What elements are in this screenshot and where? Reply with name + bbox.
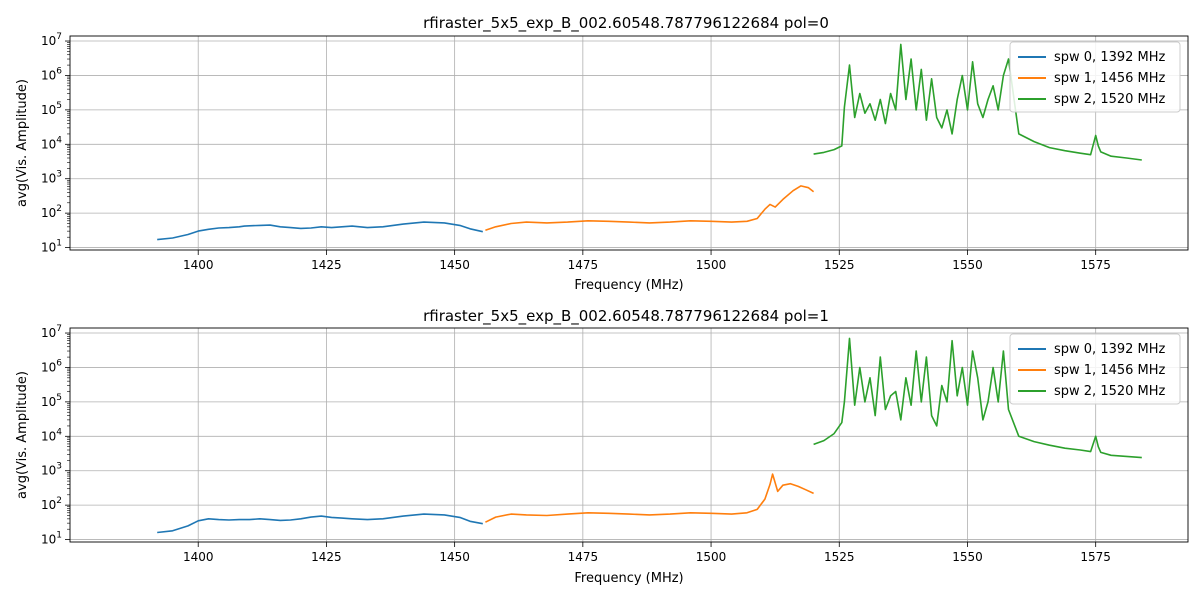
x-tick-label: 1475 bbox=[568, 258, 599, 272]
axes-frame bbox=[69, 327, 1189, 543]
x-tick-label: 1500 bbox=[696, 550, 727, 564]
series-line bbox=[157, 513, 483, 534]
series-line bbox=[813, 337, 1142, 459]
plot-area: 1400 1425 1450 1475 1500 1525 1550 157510110210… bbox=[41, 324, 1189, 564]
x-tick-label: 1525 bbox=[824, 258, 855, 272]
x-tick-label: 1475 bbox=[568, 550, 599, 564]
plot-area: 1400 1425 1450 1475 1500 1525 1550 157510110210… bbox=[41, 32, 1189, 272]
legend-label: spw 1, 1456 MHz bbox=[1054, 71, 1166, 86]
x-axis-label: Frequency (MHz) bbox=[574, 571, 683, 586]
y-axis-label: avg(Vis. Amplitude) bbox=[15, 79, 30, 207]
series-line bbox=[157, 221, 483, 241]
x-tick-label: 1550 bbox=[952, 550, 983, 564]
y-axis-label: avg(Vis. Amplitude) bbox=[15, 371, 30, 499]
series-line bbox=[485, 473, 814, 523]
x-tick-label: 1425 bbox=[311, 550, 342, 564]
axes-frame bbox=[69, 35, 1189, 251]
x-tick-label: 1400 bbox=[183, 550, 214, 564]
legend-box bbox=[1009, 41, 1181, 113]
x-tick-label: 1575 bbox=[1080, 258, 1111, 272]
x-tick-label: 1525 bbox=[824, 550, 855, 564]
legend-label: spw 2, 1520 MHz bbox=[1054, 384, 1166, 399]
x-tick-label: 1400 bbox=[183, 258, 214, 272]
subplot-title: rfiraster_5x5_exp_B_002.60548.7877961226… bbox=[423, 14, 829, 33]
legend-label: spw 0, 1392 MHz bbox=[1054, 50, 1166, 65]
subplot-pol1: rfiraster_5x5_exp_B_002.60548.7877961226… bbox=[15, 307, 1189, 586]
x-tick-label: 1450 bbox=[439, 550, 470, 564]
legend-box bbox=[1009, 333, 1181, 405]
x-tick-label: 1575 bbox=[1080, 550, 1111, 564]
legend-label: spw 2, 1520 MHz bbox=[1054, 92, 1166, 107]
x-axis-label: Frequency (MHz) bbox=[574, 278, 683, 293]
series-line bbox=[813, 43, 1142, 161]
subplot-pol0: rfiraster_5x5_exp_B_002.60548.7877961226… bbox=[15, 14, 1189, 293]
x-tick-label: 1500 bbox=[696, 258, 727, 272]
subplot-title: rfiraster_5x5_exp_B_002.60548.7877961226… bbox=[423, 307, 829, 326]
legend-label: spw 0, 1392 MHz bbox=[1054, 342, 1166, 357]
x-tick-label: 1450 bbox=[439, 258, 470, 272]
series-line bbox=[485, 185, 815, 231]
legend-label: spw 1, 1456 MHz bbox=[1054, 363, 1166, 378]
x-tick-label: 1550 bbox=[952, 258, 983, 272]
x-tick-label: 1425 bbox=[311, 258, 342, 272]
